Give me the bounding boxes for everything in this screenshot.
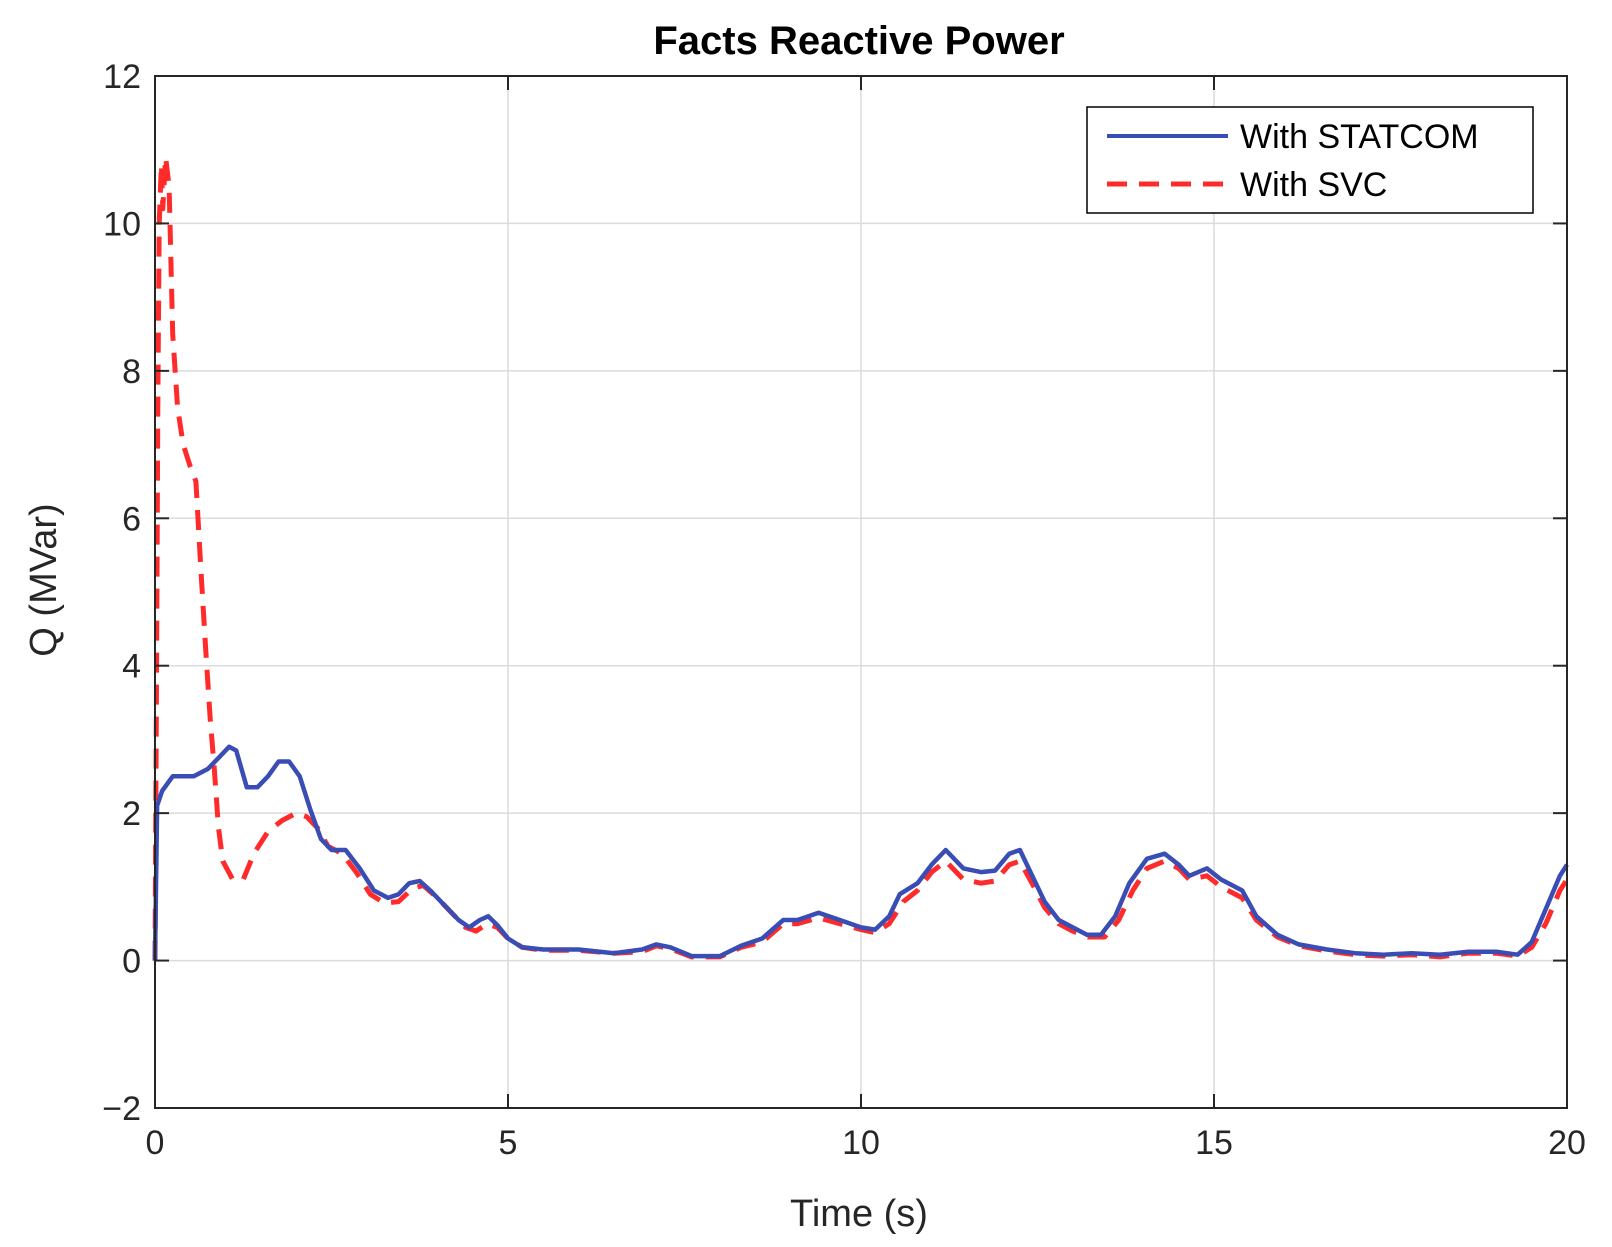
y-tick-label: 10: [103, 205, 141, 243]
y-tick-label: 2: [122, 795, 141, 833]
x-tick-label: 20: [1548, 1124, 1586, 1162]
axis-ticks: [154, 75, 1568, 1109]
x-axis-label: Time (s): [790, 1193, 928, 1235]
legend-label-statcom: With STATCOM: [1240, 118, 1479, 156]
y-axis-label: Q (MVar): [23, 503, 65, 656]
grid-lines: [154, 75, 1568, 1109]
data-series: [152, 154, 1570, 961]
series-line-statcom: [152, 744, 1569, 961]
y-tick-labels: −2 0 2 4 6 8 10 12: [102, 58, 141, 1128]
x-tick-label: 5: [499, 1124, 518, 1162]
x-tick-label: 10: [842, 1124, 880, 1162]
y-tick-label: −2: [102, 1090, 141, 1128]
legend-box: [1086, 106, 1534, 214]
legend-label-svc: With SVC: [1240, 166, 1387, 204]
x-tick-label: 0: [146, 1124, 165, 1162]
y-tick-label: 4: [122, 648, 141, 686]
x-tick-label: 15: [1195, 1124, 1233, 1162]
y-tick-label: 0: [122, 943, 141, 981]
x-tick-labels: 0 5 10 15 20: [146, 1124, 1586, 1162]
chart-title: Facts Reactive Power: [653, 19, 1064, 63]
y-tick-label: 8: [122, 353, 141, 391]
legend: With STATCOM With SVC: [1086, 106, 1534, 214]
y-tick-label: 12: [103, 58, 141, 96]
y-tick-label: 6: [122, 500, 141, 538]
